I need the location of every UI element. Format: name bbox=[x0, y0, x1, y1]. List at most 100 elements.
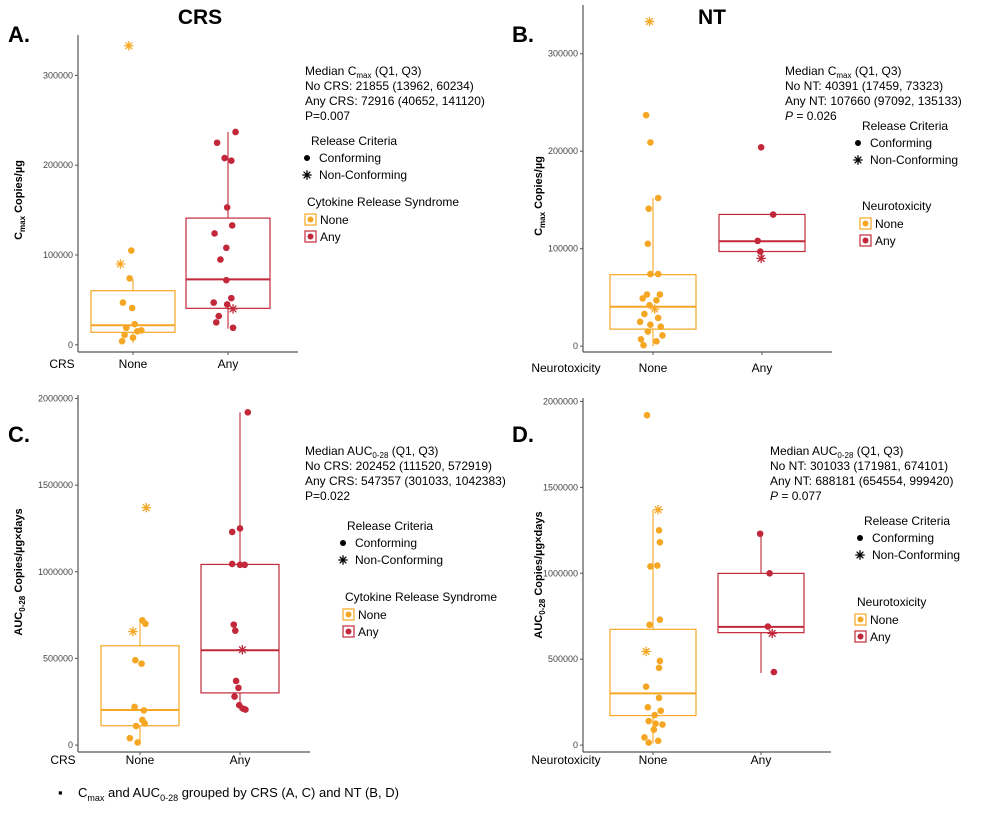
data-point-nonconforming bbox=[756, 253, 766, 264]
data-point-conforming bbox=[230, 621, 238, 628]
data-point-conforming bbox=[655, 664, 663, 672]
annotation-line3: Any NT: 107660 (97092, 135133) bbox=[785, 94, 962, 108]
data-point-conforming bbox=[655, 527, 663, 534]
data-point-conforming bbox=[654, 194, 662, 202]
data-point-conforming bbox=[132, 722, 140, 730]
y-tick-label: 0 bbox=[573, 740, 578, 750]
data-point-conforming bbox=[131, 320, 138, 328]
data-point-conforming bbox=[138, 660, 145, 667]
data-point-conforming bbox=[643, 411, 651, 419]
x-tick-label: Any bbox=[752, 361, 773, 375]
y-tick-label: 1500000 bbox=[543, 482, 578, 492]
data-point-conforming bbox=[118, 337, 126, 345]
legend-group-key-dot bbox=[345, 628, 352, 635]
legend-group-key-dot bbox=[862, 237, 869, 244]
x-group-label: Neurotoxicity bbox=[531, 753, 600, 767]
legend-nonconforming-marker bbox=[853, 155, 863, 165]
annotation-line3: Any NT: 688181 (654554, 999420) bbox=[770, 474, 953, 488]
box-none bbox=[100, 645, 180, 727]
data-point-conforming bbox=[766, 569, 773, 577]
data-point-conforming bbox=[141, 720, 148, 727]
legend-conforming-label: Conforming bbox=[872, 531, 934, 545]
y-axis-label: AUC0-28 Copies/µg×days bbox=[13, 508, 27, 635]
data-point-conforming bbox=[232, 128, 239, 136]
annotation-line1: Median Cmax (Q1, Q3) bbox=[785, 64, 902, 80]
annotation-line2: No NT: 40391 (17459, 73323) bbox=[785, 79, 943, 93]
data-point-conforming bbox=[644, 328, 652, 335]
y-tick-label: 1500000 bbox=[38, 480, 73, 490]
data-point-conforming bbox=[656, 539, 664, 546]
legend-group-key-dot bbox=[862, 220, 869, 227]
data-point-nonconforming bbox=[228, 304, 238, 314]
data-point-nonconforming bbox=[649, 304, 660, 314]
data-point-conforming bbox=[642, 111, 650, 119]
legend-nonconforming-label: Non-Conforming bbox=[872, 548, 960, 562]
legend-group-key-dot bbox=[345, 611, 352, 618]
legend-group-key-dot bbox=[857, 633, 864, 640]
y-tick-label: 100000 bbox=[43, 250, 73, 260]
box-none bbox=[90, 290, 176, 333]
legend-conforming-marker bbox=[855, 140, 861, 146]
data-point-conforming bbox=[223, 276, 230, 284]
panel-a: A. CRS 0 100000 200000 300000 Cmax Copies/µg CR… bbox=[8, 6, 485, 371]
data-point-conforming bbox=[223, 204, 231, 211]
data-point-conforming bbox=[647, 139, 654, 146]
data-point-conforming bbox=[654, 737, 662, 745]
legend-release-title: Release Criteria bbox=[864, 514, 950, 528]
data-point-conforming bbox=[659, 721, 666, 728]
annotation-pvalue: P=0.022 bbox=[305, 489, 350, 503]
data-point-conforming bbox=[133, 328, 141, 335]
data-point-conforming bbox=[636, 318, 644, 326]
x-group-label: CRS bbox=[49, 357, 74, 371]
legend-conforming-marker bbox=[340, 540, 346, 546]
data-point-conforming bbox=[228, 157, 235, 165]
data-point-conforming bbox=[232, 627, 239, 634]
y-tick-label: 0 bbox=[68, 340, 73, 350]
y-tick-label: 0 bbox=[68, 740, 73, 750]
y-tick-label: 0 bbox=[573, 341, 578, 351]
data-point-conforming bbox=[642, 683, 650, 690]
y-tick-label: 200000 bbox=[548, 146, 578, 156]
data-point-conforming bbox=[653, 297, 660, 304]
x-tick-label: None bbox=[639, 361, 668, 375]
data-point-conforming bbox=[644, 704, 652, 711]
data-point-conforming bbox=[652, 720, 659, 727]
data-point-conforming bbox=[650, 726, 658, 733]
data-point-conforming bbox=[644, 240, 652, 248]
panel-letter: B. bbox=[512, 22, 534, 47]
annotation-line2: No CRS: 21855 (13962, 60234) bbox=[305, 79, 474, 93]
legend-group-key-box bbox=[342, 608, 355, 621]
y-tick-label: 500000 bbox=[548, 654, 578, 664]
legend-conforming-label: Conforming bbox=[319, 151, 381, 165]
data-point-conforming bbox=[770, 668, 778, 676]
panel-d: D. 0 500000 1000000 1500000 2000000 AUC0-28 Co… bbox=[512, 396, 960, 767]
y-tick-label: 300000 bbox=[548, 49, 578, 59]
data-point-nonconforming bbox=[237, 644, 248, 655]
data-point-nonconforming bbox=[128, 626, 138, 637]
annotation-line3: Any CRS: 72916 (40652, 141120) bbox=[305, 94, 485, 108]
data-point-conforming bbox=[645, 739, 652, 746]
data-point-conforming bbox=[142, 620, 149, 628]
legend-group-key-box bbox=[304, 230, 317, 243]
y-tick-label: 100000 bbox=[548, 244, 578, 254]
data-point-conforming bbox=[242, 706, 249, 713]
data-point-conforming bbox=[228, 222, 236, 229]
legend-group-title: Neurotoxicity bbox=[862, 199, 931, 213]
data-point-conforming bbox=[122, 324, 130, 332]
legend-release-title: Release Criteria bbox=[347, 519, 433, 533]
data-point-conforming bbox=[756, 248, 764, 255]
y-tick-label: 300000 bbox=[43, 70, 73, 80]
legend-nonconforming-marker bbox=[338, 555, 348, 565]
data-point-conforming bbox=[769, 211, 777, 218]
annotation-pvalue: P=0.007 bbox=[305, 109, 350, 123]
data-point-conforming bbox=[228, 560, 236, 568]
data-point-conforming bbox=[140, 707, 148, 714]
legend-group-title: Neurotoxicity bbox=[857, 595, 926, 609]
data-point-conforming bbox=[236, 561, 244, 569]
box-any bbox=[185, 217, 271, 309]
data-point-nonconforming bbox=[123, 40, 134, 51]
box-any bbox=[717, 572, 805, 634]
data-point-conforming bbox=[659, 332, 666, 339]
box-any bbox=[200, 563, 280, 694]
legend-nonconforming-marker bbox=[855, 550, 865, 560]
